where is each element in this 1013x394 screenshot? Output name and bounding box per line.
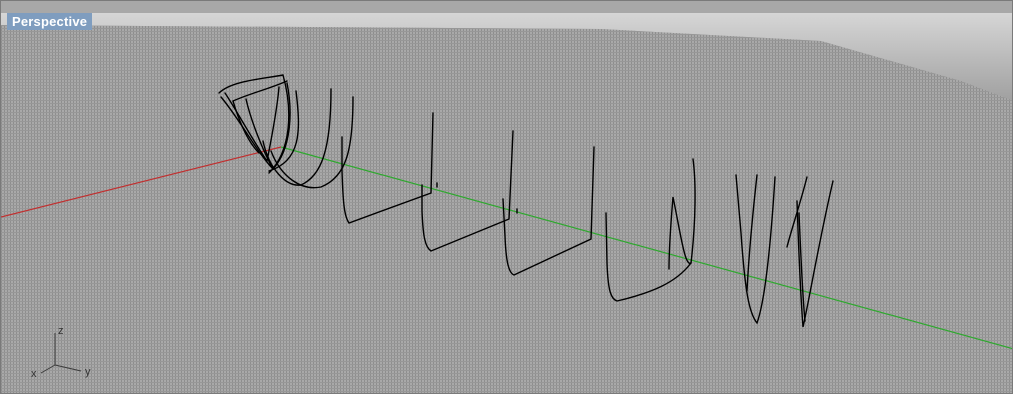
bow-curve[interactable] — [232, 80, 288, 102]
section-curves[interactable] — [218, 74, 834, 328]
station-curve[interactable] — [605, 158, 696, 302]
station-curve[interactable] — [735, 174, 776, 325]
bow-curve[interactable] — [272, 82, 291, 170]
station-curve[interactable] — [502, 146, 595, 276]
station-curve[interactable] — [746, 174, 758, 292]
axis-gizmo: z y x — [31, 325, 91, 380]
bow-curve[interactable] — [232, 100, 260, 154]
x-axis-line — [1, 146, 282, 218]
gizmo-y-label: y — [85, 366, 91, 378]
station-curve[interactable] — [668, 196, 692, 270]
bow-curve[interactable] — [218, 74, 290, 174]
bow-curve[interactable] — [268, 90, 300, 172]
station-curve[interactable] — [786, 176, 808, 248]
gizmo-y-line — [54, 364, 82, 372]
viewport-title-label[interactable]: Perspective — [7, 13, 93, 30]
horizon-background — [1, 13, 1012, 101]
bow-curve[interactable] — [270, 96, 354, 189]
station-curve[interactable] — [798, 212, 806, 322]
gizmo-z-label: z — [58, 325, 64, 337]
y-axis-line — [280, 146, 1012, 350]
station-curve[interactable] — [341, 112, 434, 224]
gizmo-x-line — [40, 364, 56, 374]
gizmo-x-label: x — [31, 368, 37, 380]
station-curve[interactable] — [421, 130, 514, 252]
station-curve[interactable] — [796, 180, 834, 328]
